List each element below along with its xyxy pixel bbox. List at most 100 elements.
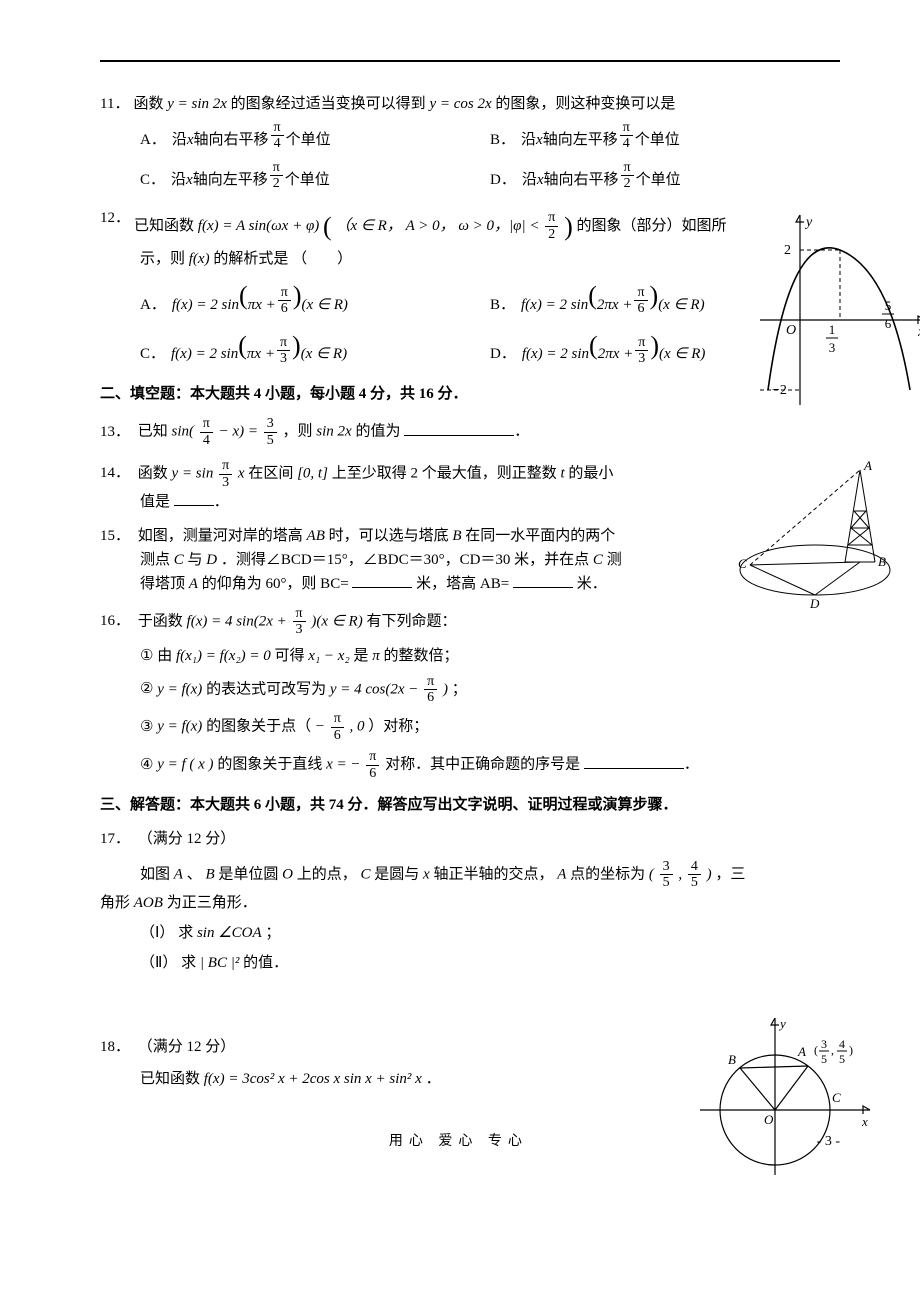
- q18-score: （满分 12 分）: [138, 1039, 236, 1055]
- q12-optA-label: A．: [140, 293, 166, 317]
- q11-optA-pi: π: [271, 120, 284, 136]
- q11-optB-frac: π4: [620, 120, 633, 152]
- q17-BC2: | BC |²: [200, 955, 239, 971]
- q17-5: 5: [660, 875, 673, 890]
- q14-arg: x: [238, 465, 245, 481]
- q12-fx2: f(x): [189, 251, 210, 267]
- q16-c4-mark: ④: [140, 753, 153, 777]
- q17-l1a: 如图: [140, 866, 174, 882]
- q16-c4-frac: π6: [366, 749, 379, 781]
- q11-optB-label: B．: [490, 128, 515, 152]
- q13-35: 35: [264, 416, 277, 448]
- q16-c3-frac: π6: [331, 711, 344, 743]
- q12-cond-b: A > 0，: [406, 218, 455, 234]
- q12-optB-pi: π: [634, 285, 647, 301]
- q12-stem-d: 的解析式是 （ ）: [213, 251, 352, 267]
- q13-pi: π: [200, 416, 213, 432]
- q12-optB-rp: ): [650, 275, 659, 317]
- q11-optD-c: 个单位: [636, 168, 681, 192]
- q16-c2: ② y = f(x) 的表达式可改写为 y = 4 cos(2x − π6 ) …: [140, 674, 840, 706]
- q16-number: 16．: [100, 613, 130, 629]
- q12-stem-line2: 示，则 f(x) 的解析式是 （ ）: [140, 247, 840, 271]
- q11-optC-label: C．: [140, 168, 165, 192]
- q14-blank: [174, 490, 214, 506]
- fig12-5: 5: [885, 298, 892, 313]
- q16-c4eqa: x = −: [326, 757, 364, 773]
- q11-stem-c: 的图象，则这种变换可以是: [495, 96, 675, 112]
- q17-l1b: 、: [187, 866, 202, 882]
- q16-c3pi: π: [331, 711, 344, 727]
- q11-optB-c: 个单位: [635, 128, 680, 152]
- page-root: 11． 函数 y = sin 2x 的图象经过适当变换可以得到 y = cos …: [0, 0, 920, 1193]
- q13-pi4: π4: [200, 416, 213, 448]
- q12-optA-frac: π6: [278, 285, 291, 317]
- fig12-3: 3: [829, 340, 836, 355]
- q12-optC-rp: ): [292, 325, 301, 367]
- q15-B: B: [452, 528, 461, 544]
- q17-O: O: [282, 866, 293, 882]
- q11-optB-4: 4: [620, 136, 633, 151]
- q16-c1a: 由: [157, 648, 176, 664]
- fig15-D: D: [809, 596, 820, 610]
- q16-c3y: y = f(x): [157, 719, 202, 735]
- fig17-B: B: [728, 1052, 736, 1067]
- q16-c1d: 的整数倍；: [383, 648, 458, 664]
- q12-optD-tail: (x ∈ R): [659, 342, 705, 366]
- q16-stem-b: 有下列命题：: [366, 613, 456, 629]
- q15-l3c: 米，塔高 AB=: [416, 576, 509, 592]
- q17-l1h: ，三: [715, 866, 745, 882]
- top-rule: [100, 60, 840, 62]
- q14-pi: π: [219, 458, 232, 474]
- fig17-A: A: [797, 1044, 806, 1059]
- q12-optB-6: 6: [634, 301, 647, 316]
- q16-3: 3: [293, 622, 306, 637]
- q13-stem-b: ，则: [283, 424, 317, 440]
- q12-number: 12．: [100, 206, 130, 230]
- q12-lparen: (: [323, 212, 332, 241]
- q14-stem-c: 上至少取得 2 个最大值，则正整数: [332, 465, 561, 481]
- q16-c3ptb: , 0: [350, 719, 365, 735]
- question-14: 14． 函数 y = sin π3 x 在区间 [0, t] 上至少取得 2 个…: [100, 458, 840, 514]
- fig15-C: C: [738, 556, 747, 571]
- fig12-neg2: −2: [772, 383, 787, 398]
- q17-C: C: [361, 866, 371, 882]
- question-11: 11． 函数 y = sin 2x 的图象经过适当变换可以得到 y = cos …: [100, 92, 840, 196]
- q13-number: 13．: [100, 424, 130, 440]
- q12-optB-eq: f(x) = 2 sin: [521, 293, 588, 317]
- q12-optD-frac: π3: [635, 335, 648, 367]
- q11-optB-a: 沿: [521, 128, 536, 152]
- q18-fx: f(x) = 3cos² x + 2cos x sin x + sin² x: [204, 1071, 422, 1087]
- q14-stem-e: 值是: [140, 494, 170, 510]
- q11-stem-b: 的图象经过适当变换可以得到: [231, 96, 430, 112]
- q14-stem-b: 在区间: [248, 465, 297, 481]
- q12-2: 2: [545, 227, 558, 242]
- q14-3: 3: [219, 475, 232, 490]
- q11-option-a: A． 沿 x 轴向右平移 π4 个单位: [140, 120, 490, 152]
- q11-optB-b: 轴向左平移: [543, 128, 618, 152]
- svg-text:,: ,: [831, 1043, 834, 1057]
- q11-optD-frac: π2: [621, 160, 634, 192]
- question-13: 13． 已知 sin( π4 − x) = 35 ，则 sin 2x 的值为 ．: [100, 416, 840, 448]
- figure-q15-tower: A B C D: [730, 460, 900, 610]
- q17-45: 45: [688, 859, 701, 891]
- q12-optA-eq: f(x) = 2 sin: [172, 293, 239, 317]
- q12-optB-tail: (x ∈ R): [658, 293, 704, 317]
- q12-optD-arg: 2πx +: [598, 342, 634, 366]
- q12-optD-pi: π: [635, 335, 648, 351]
- q11-optA-label: A．: [140, 128, 166, 152]
- q15-l3d: 米．: [577, 576, 607, 592]
- q11-stem-a: 函数: [133, 96, 167, 112]
- q12-optC-lp: (: [238, 325, 247, 367]
- q16-pi: π: [293, 606, 306, 622]
- q17-AOB: AOB: [134, 895, 163, 911]
- question-16: 16． 于函数 f(x) = 4 sin(2x + π3 )(x ∈ R) 有下…: [100, 606, 840, 781]
- q16-c4c: 对称．其中正确命题的序号是: [385, 757, 580, 773]
- q17-A: A: [174, 866, 183, 882]
- fig17-5a: 5: [821, 1052, 827, 1066]
- q17-p2b: 的值．: [243, 955, 288, 971]
- q11-optA-c: 个单位: [286, 128, 331, 152]
- q17-3: 3: [660, 859, 673, 875]
- section-3-heading: 三、解答题：本大题共 6 小题，共 74 分．解答应写出文字说明、证明过程或演算…: [100, 793, 840, 817]
- q11-stem: 函数 y = sin 2x 的图象经过适当变换可以得到 y = cos 2x 的…: [133, 92, 675, 116]
- q12-fx: f(x) = A sin(ωx + φ): [198, 218, 319, 234]
